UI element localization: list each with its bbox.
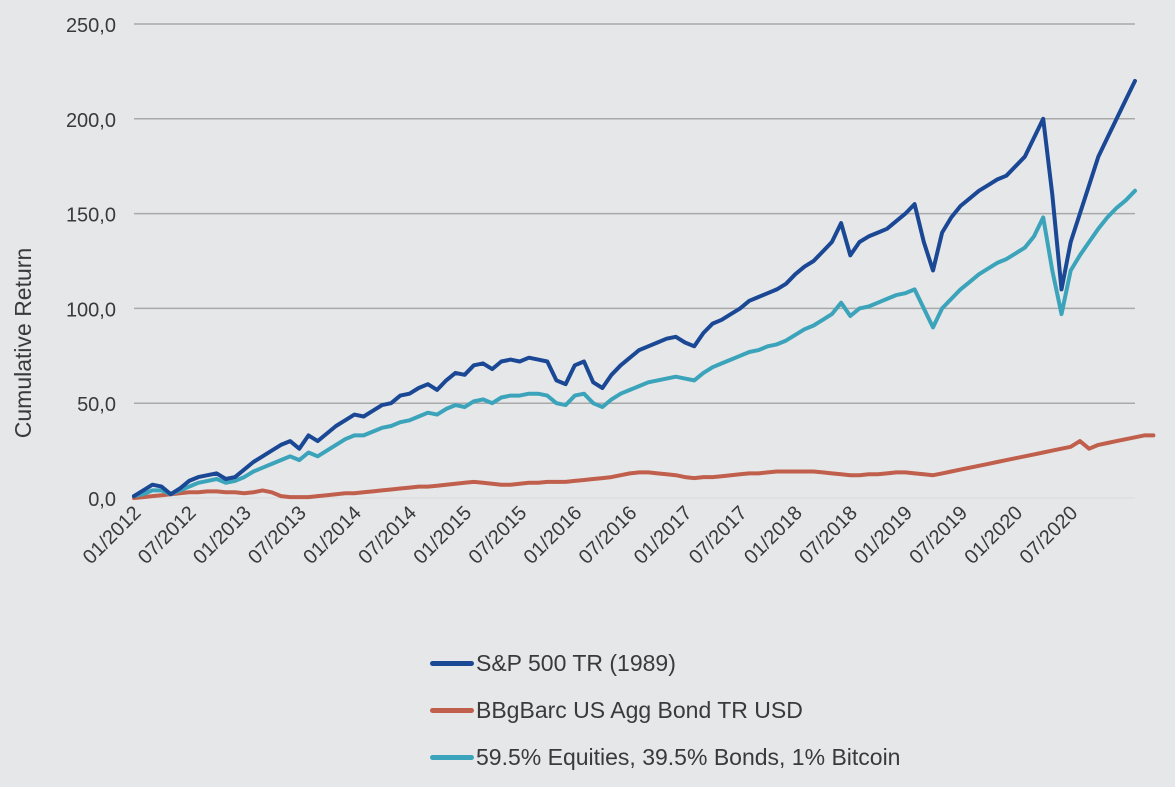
x-tick-label: 07/2014 [354,502,421,569]
x-tick-label: 07/2019 [905,502,972,569]
series-line-bond [132,433,1156,500]
y-tick-label: 150,0 [66,205,116,227]
y-axis-label: Cumulative Return [10,248,36,438]
x-tick-label: 07/2017 [685,502,752,569]
y-tick-label: 100,0 [66,299,116,321]
y-tick-label: 0,0 [88,489,116,511]
x-tick-label: 01/2020 [960,502,1027,569]
x-tick-label: 01/2018 [740,502,807,569]
x-tick-label: 07/2013 [244,502,311,569]
x-tick-label: 01/2017 [630,502,697,569]
x-axis-tick-labels: 01/201207/201201/201307/201301/201407/20… [79,502,1082,569]
x-tick-label: 07/2015 [465,502,532,569]
legend-swatch-bond [430,708,474,713]
y-tick-label: 200,0 [66,110,116,132]
series-line-portfolio [132,188,1137,499]
gridlines [134,23,1135,499]
y-tick-label: 250,0 [66,15,116,37]
x-tick-label: 01/2016 [520,502,587,569]
x-tick-label: 01/2012 [79,502,146,569]
x-tick-label: 07/2016 [575,502,642,569]
legend-item-sp500: S&P 500 TR (1989) [430,640,900,687]
x-tick-label: 01/2015 [409,502,476,569]
x-tick-label: 07/2020 [1016,502,1083,569]
x-tick-label: 07/2018 [795,502,862,569]
legend-label-sp500: S&P 500 TR (1989) [476,650,676,676]
legend-label-portfolio: 59.5% Equities, 39.5% Bonds, 1% Bitcoin [476,744,901,770]
y-axis-tick-labels: 0,0 50,0 100,0 150,0 200,0 250,0 [66,15,116,511]
legend-swatch-sp500 [430,661,474,666]
legend: S&P 500 TR (1989) BBgBarc US Agg Bond TR… [430,640,900,781]
series-line-sp500 [132,78,1137,499]
legend-label-bond: BBgBarc US Agg Bond TR USD [476,697,803,723]
x-tick-label: 07/2012 [134,502,201,569]
x-tick-label: 01/2013 [189,502,256,569]
legend-item-bond: BBgBarc US Agg Bond TR USD [430,687,900,734]
series-lines [132,78,1156,500]
x-tick-label: 01/2014 [299,502,366,569]
legend-swatch-portfolio [430,755,474,760]
y-tick-label: 50,0 [77,394,116,416]
x-tick-label: 01/2019 [850,502,917,569]
legend-item-portfolio: 59.5% Equities, 39.5% Bonds, 1% Bitcoin [430,734,900,781]
